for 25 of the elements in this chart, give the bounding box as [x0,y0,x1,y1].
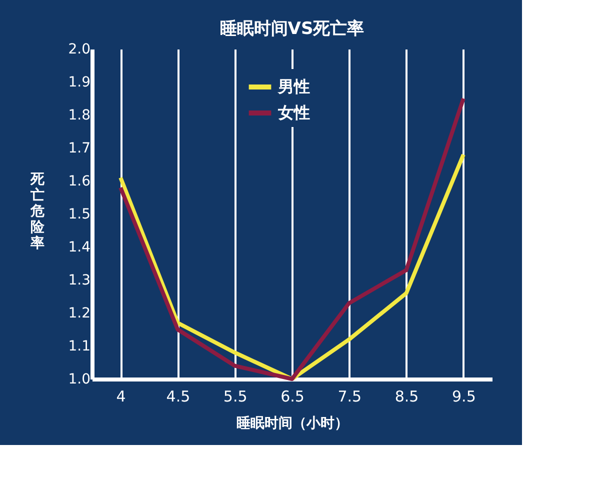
y-tick-label: 1.8 [68,108,90,124]
x-tick-label: 9.5 [452,388,476,406]
legend-label: 男性 [277,77,310,96]
x-tick-label: 8.5 [394,388,419,406]
x-tick-label: 6.5 [280,388,304,406]
x-tick-label: 4.5 [166,388,190,406]
y-tick-label: 1.4 [68,240,91,256]
y-tick-label: 2.0 [68,42,90,58]
y-tick-label: 1.7 [68,140,90,156]
x-tick-label: 5.5 [223,388,248,406]
y-axis-title: 死亡危险率 [30,172,46,252]
y-tick-label: 1.2 [68,306,90,322]
y-tick-label: 1.9 [68,74,90,90]
chart-title: 睡眠时间VS死亡率 [220,19,364,39]
y-tick-label: 1.5 [68,206,90,222]
x-axis-title: 睡眠时间（小时） [236,416,348,432]
line-series [118,152,466,381]
x-tick-label: 4 [116,388,126,406]
x-tick-label: 7.5 [338,388,362,406]
legend-label: 女性 [277,103,310,122]
line-series [118,96,466,381]
y-tick-label: 1.6 [68,174,91,190]
y-tick-label: 1.0 [68,372,90,388]
y-tick-label: 1.3 [68,272,90,288]
y-tick-label: 1.1 [68,338,90,354]
